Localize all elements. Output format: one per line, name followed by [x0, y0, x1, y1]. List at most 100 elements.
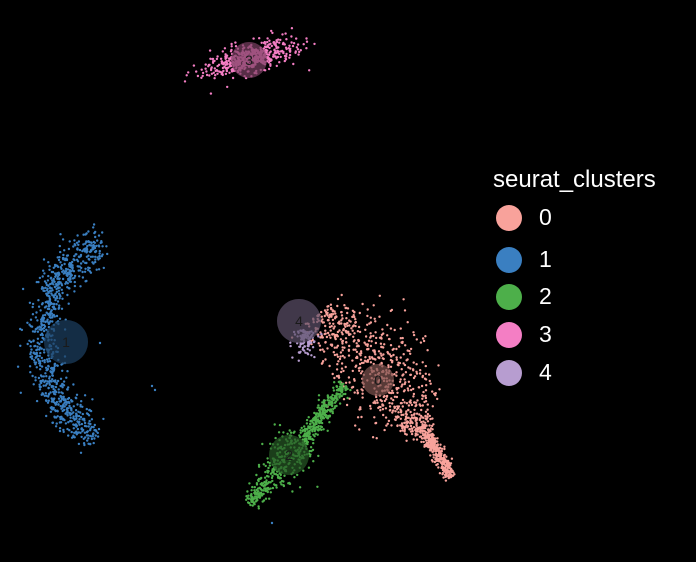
scatter-point-cluster-2	[337, 380, 340, 384]
scatter-point-cluster-2	[317, 404, 320, 407]
scatter-point-cluster-1	[42, 348, 46, 351]
scatter-point-cluster-1	[91, 398, 94, 401]
scatter-point-cluster-1	[66, 414, 69, 417]
scatter-point-cluster-2	[336, 398, 339, 401]
scatter-point-cluster-3	[270, 29, 273, 33]
scatter-point-cluster-1	[51, 374, 54, 377]
scatter-point-cluster-0	[337, 376, 341, 379]
scatter-point-cluster-1	[49, 282, 52, 286]
scatter-point-cluster-1	[47, 392, 51, 395]
scatter-point-cluster-0	[342, 398, 346, 401]
scatter-point-cluster-2	[316, 433, 319, 436]
scatter-point-cluster-0	[346, 321, 349, 325]
scatter-point-cluster-1	[70, 409, 73, 412]
scatter-point-cluster-0	[391, 359, 394, 363]
scatter-point-cluster-1	[71, 277, 75, 280]
scatter-point-cluster-0	[319, 336, 322, 339]
scatter-point-cluster-2	[267, 481, 271, 484]
scatter-point-cluster-0	[336, 304, 339, 308]
scatter-point-cluster-3	[227, 59, 230, 62]
scatter-point-cluster-1	[38, 342, 41, 346]
scatter-point-cluster-0	[356, 391, 360, 394]
scatter-point-cluster-0	[427, 444, 430, 447]
scatter-point-cluster-1	[75, 393, 79, 396]
scatter-point-cluster-1	[30, 325, 34, 328]
scatter-point-cluster-1	[36, 345, 39, 348]
scatter-point-cluster-1	[35, 351, 38, 355]
scatter-point-cluster-3	[279, 55, 282, 59]
scatter-point-cluster-1	[88, 429, 92, 432]
scatter-point-cluster-0	[400, 409, 403, 413]
scatter-point-cluster-1	[98, 252, 101, 255]
scatter-point-cluster-1	[54, 307, 57, 311]
scatter-point-cluster-1	[38, 383, 41, 386]
scatter-point-cluster-0	[348, 397, 351, 400]
scatter-point-cluster-0	[331, 313, 335, 316]
scatter-point-cluster-1	[57, 391, 61, 394]
scatter-point-cluster-3	[266, 56, 270, 59]
scatter-point-cluster-3	[270, 44, 273, 48]
scatter-point-cluster-2	[311, 448, 315, 452]
scatter-point-cluster-0	[436, 440, 439, 443]
scatter-point-cluster-1	[67, 421, 70, 424]
scatter-point-cluster-1	[49, 277, 52, 280]
scatter-point-cluster-0	[424, 396, 428, 400]
scatter-point-cluster-1	[81, 418, 84, 421]
scatter-point-cluster-0	[390, 308, 394, 312]
scatter-point-cluster-1	[47, 261, 50, 264]
scatter-point-cluster-0	[440, 457, 443, 460]
scatter-point-cluster-1	[59, 405, 62, 408]
scatter-point-cluster-2	[317, 398, 320, 402]
scatter-point-cluster-0	[424, 389, 428, 392]
scatter-point-cluster-1	[37, 280, 40, 284]
scatter-point-cluster-0	[375, 336, 378, 340]
scatter-point-cluster-1	[86, 439, 89, 442]
scatter-point-cluster-1	[55, 381, 58, 385]
scatter-point-cluster-0	[432, 456, 435, 459]
scatter-point-cluster-1	[48, 383, 51, 386]
scatter-point-cluster-3	[195, 70, 198, 73]
scatter-point-cluster-1	[85, 407, 89, 411]
scatter-point-cluster-1	[53, 364, 56, 368]
scatter-point-cluster-0	[421, 337, 425, 340]
scatter-point-cluster-2	[293, 476, 296, 479]
scatter-point-cluster-0	[385, 424, 388, 427]
scatter-point-cluster-1	[58, 317, 62, 320]
scatter-point-cluster-1	[40, 320, 43, 323]
scatter-point-cluster-1	[61, 404, 65, 407]
scatter-point-cluster-0	[328, 364, 331, 368]
scatter-point-cluster-1	[50, 385, 53, 389]
scatter-point-cluster-0	[339, 355, 342, 358]
scatter-point-cluster-0	[367, 339, 371, 342]
scatter-point-cluster-1	[77, 243, 80, 246]
scatter-point-cluster-1	[64, 257, 67, 260]
scatter-point-cluster-2	[302, 435, 305, 438]
scatter-point-cluster-0	[374, 401, 377, 405]
scatter-point-cluster-1	[51, 314, 54, 318]
scatter-point-cluster-0	[344, 337, 348, 340]
scatter-point-cluster-1	[101, 253, 104, 256]
scatter-point-cluster-2	[271, 474, 274, 478]
scatter-point-cluster-2	[328, 409, 332, 412]
scatter-point-cluster-1	[65, 376, 68, 379]
scatter-point-cluster-1	[94, 250, 97, 254]
scatter-point-cluster-0	[403, 428, 406, 432]
scatter-point-cluster-1	[43, 272, 46, 275]
scatter-point-cluster-0	[353, 311, 356, 314]
scatter-point-cluster-1	[78, 418, 81, 421]
scatter-point-cluster-1	[43, 289, 46, 293]
scatter-point-cluster-0	[384, 407, 388, 410]
scatter-point-cluster-0	[326, 331, 330, 335]
scatter-point-cluster-1	[37, 376, 41, 380]
scatter-point-cluster-3	[205, 70, 208, 73]
scatter-point-cluster-1	[72, 427, 76, 430]
scatter-point-cluster-0	[342, 369, 345, 373]
scatter-point-cluster-0	[357, 338, 360, 342]
scatter-point-cluster-0	[336, 363, 339, 366]
scatter-point-cluster-1	[79, 285, 82, 288]
scatter-point-cluster-4	[306, 347, 309, 351]
scatter-point-cluster-1	[73, 290, 76, 293]
scatter-point-cluster-3	[211, 57, 214, 61]
scatter-point-cluster-0	[350, 327, 353, 330]
scatter-point-cluster-4	[304, 351, 307, 354]
